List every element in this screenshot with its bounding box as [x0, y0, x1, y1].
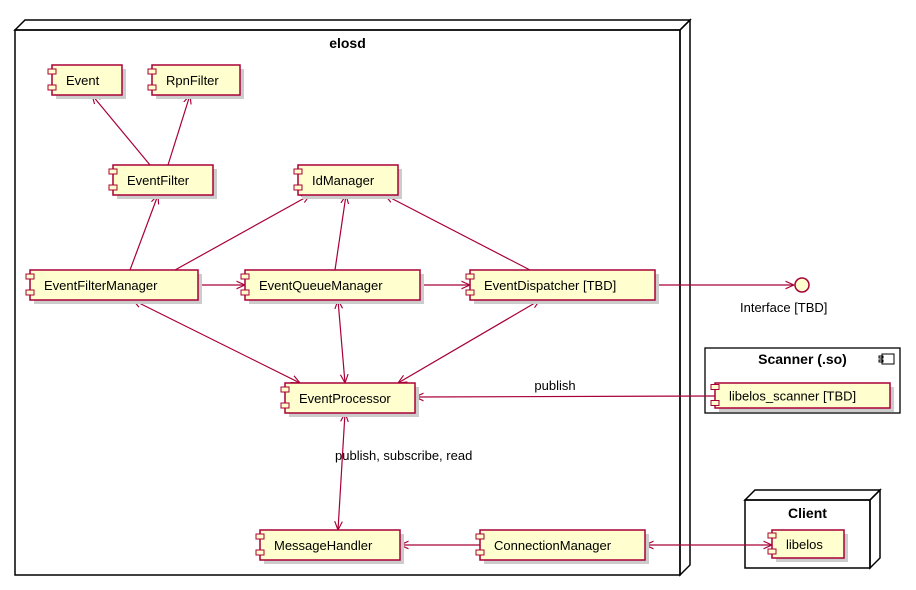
component-label: EventFilterManager — [44, 278, 158, 293]
component-label: EventQueueManager — [259, 278, 383, 293]
interface-lollipop: Interface [TBD] — [740, 278, 827, 315]
edge-libscanner-eproc: publish — [415, 378, 715, 397]
component-label: IdManager — [312, 173, 375, 188]
diagram-canvas: elosd Scanner (.so) Client publish publish,… — [0, 0, 916, 590]
package-title: Client — [788, 505, 827, 521]
edge-event-eventfilter — [92, 95, 150, 165]
component-mhandler: MessageHandler — [256, 530, 404, 564]
component-libelos: libelos — [768, 530, 848, 562]
edge-eventfilter-efm — [130, 195, 158, 270]
interface-label: Interface [TBD] — [740, 300, 827, 315]
package-title: Scanner (.so) — [758, 351, 847, 367]
component-label: libelos — [786, 537, 823, 552]
edge-idmanager-eqm — [335, 195, 346, 270]
component-eventfilter: EventFilter — [109, 165, 217, 199]
edge-label: publish, subscribe, read — [335, 448, 472, 463]
component-label: RpnFilter — [166, 73, 219, 88]
component-edisp: EventDispatcher [TBD] — [466, 270, 659, 304]
component-eqm: EventQueueManager — [241, 270, 424, 304]
component-libscanner: libelos_scanner [TBD] — [711, 383, 894, 412]
component-label: ConnectionManager — [494, 538, 612, 553]
component-label: libelos_scanner [TBD] — [729, 389, 856, 404]
component-efm: EventFilterManager — [26, 270, 202, 304]
edge-rpnfilter-eventfilter — [168, 95, 190, 165]
component-label: EventProcessor — [299, 391, 391, 406]
edge-mhandler-eproc: publish, subscribe, read — [335, 413, 472, 530]
edge-eproc-efm — [133, 300, 300, 383]
edge-idmanager-efm — [175, 195, 310, 270]
component-cmgr: ConnectionManager — [476, 530, 649, 564]
component-label: EventFilter — [127, 173, 190, 188]
component-label: MessageHandler — [274, 538, 373, 553]
component-rpnfilter: RpnFilter — [148, 65, 244, 99]
component-event: Event — [48, 65, 126, 99]
package-title: elosd — [329, 35, 366, 51]
edge-label: publish — [534, 378, 575, 393]
edge-eproc-eqm — [338, 300, 345, 383]
component-eproc: EventProcessor — [281, 383, 419, 417]
component-idmanager: IdManager — [294, 165, 402, 199]
edge-idmanager-edisp — [385, 195, 530, 270]
component-label: EventDispatcher [TBD] — [484, 278, 616, 293]
edge-eproc-edisp — [398, 300, 540, 383]
component-label: Event — [66, 73, 100, 88]
